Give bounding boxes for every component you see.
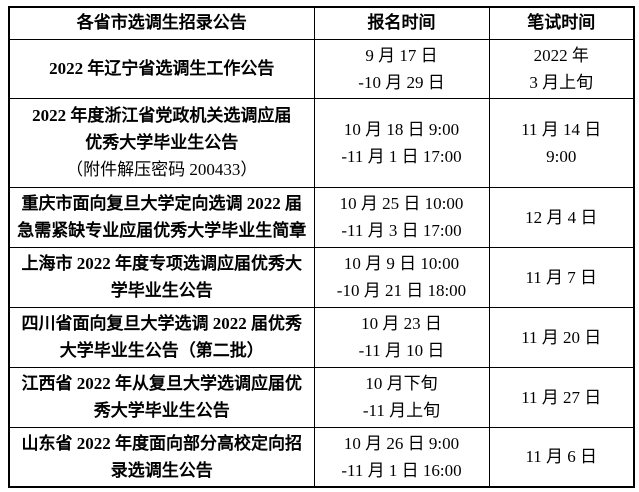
table-row: 重庆市面向复旦大学定向选调 2022 届急需紧缺专业应届优秀大学毕业生简章 10… (8, 186, 635, 248)
announcement-cell: 2022 年度浙江省党政机关选调应届 优秀大学毕业生公告 （附件解压密码 20043… (8, 97, 315, 188)
registration-line: 10 月下旬 (365, 374, 438, 393)
registration-cell: 10 月 9 日 10:00 -10 月 21 日 18:00 (313, 246, 490, 308)
announcement-line: 学毕业生公告 (110, 281, 213, 300)
table-row: 四川省面向复旦大学选调 2022 届优秀 大学毕业生公告（第二批） 10 月 23… (8, 306, 635, 368)
table-row: 江西省 2022 年从复旦大学选调应届优 秀大学毕业生公告 10 月下旬 -11 月… (8, 366, 635, 428)
exam-cell: 11 月 27 日 (488, 366, 635, 428)
announcement-line: 江西省 2022 年从复旦大学选调应届优 (21, 374, 303, 393)
registration-line: 10 月 23 日 (361, 314, 442, 333)
registration-cell: 10 月 26 日 9:00 -11 月 1 日 16:00 (313, 426, 490, 488)
header-cell-exam: 笔试时间 (488, 6, 635, 40)
registration-line: -10 月 21 日 18:00 (336, 281, 467, 300)
exam-line: 9:00 (546, 146, 577, 166)
exam-cell: 11 月 20 日 (488, 306, 635, 368)
announcement-line: 山东省 2022 年度面向部分高校定向招 (21, 433, 303, 453)
registration-line: -11 月 1 日 17:00 (341, 146, 462, 166)
exam-cell: 2022 年 3 月上旬 (488, 38, 635, 99)
announcement-line: 上海市 2022 年度专项选调应届优秀大 (21, 254, 303, 273)
attachment-note: （附件解压密码 200433） (66, 160, 258, 179)
announcement-cell: 江西省 2022 年从复旦大学选调应届优 秀大学毕业生公告 (8, 366, 315, 428)
exam-line: 12 月 4 日 (525, 207, 598, 227)
table-row: 山东省 2022 年度面向部分高校定向招 录选调生公告 10 月 26 日 9:0… (8, 426, 635, 488)
announcement-line: 急需紧缺专业应届优秀大学毕业生简章 (17, 221, 307, 240)
table-row: 2022 年辽宁省选调生工作公告 9 月 17 日 -10 月 29 日 2022… (8, 38, 635, 99)
registration-line: -11 月上旬 (362, 401, 441, 420)
announcement-line: 四川省面向复旦大学选调 2022 届优秀 (21, 314, 303, 333)
registration-cell: 10 月下旬 -11 月上旬 (313, 366, 490, 428)
header-cell-announcement: 各省市选调生招录公告 (8, 6, 315, 40)
exam-line: 11 月 14 日 (521, 119, 602, 139)
exam-line: 11 月 27 日 (521, 387, 602, 407)
registration-cell: 9 月 17 日 -10 月 29 日 (313, 38, 490, 99)
registration-line: -11 月 3 日 17:00 (341, 221, 462, 240)
registration-cell: 10 月 23 日 -11 月 10 日 (313, 306, 490, 368)
announcement-cell: 山东省 2022 年度面向部分高校定向招 录选调生公告 (8, 426, 315, 488)
announcement-cell: 四川省面向复旦大学选调 2022 届优秀 大学毕业生公告（第二批） (8, 306, 315, 368)
exam-line: 11 月 6 日 (525, 447, 598, 467)
announcement-line: 2022 年辽宁省选调生工作公告 (49, 59, 275, 78)
exam-cell: 12 月 4 日 (488, 186, 635, 248)
announcement-cell: 重庆市面向复旦大学定向选调 2022 届急需紧缺专业应届优秀大学毕业生简章 (8, 186, 315, 248)
exam-cell: 11 月 14 日 9:00 (488, 97, 635, 188)
registration-line: 10 月 18 日 9:00 (343, 119, 460, 139)
announcement-line: 秀大学毕业生公告 (93, 401, 230, 420)
registration-line: 10 月 25 日 10:00 (339, 194, 464, 213)
announcement-cell: 上海市 2022 年度专项选调应届优秀大 学毕业生公告 (8, 246, 315, 308)
exam-line: 3 月上旬 (529, 72, 594, 92)
table-row: 上海市 2022 年度专项选调应届优秀大 学毕业生公告 10 月 9 日 10:0… (8, 246, 635, 308)
registration-line: -11 月 1 日 16:00 (341, 460, 462, 480)
registration-line: -10 月 29 日 (358, 72, 445, 92)
header-cell-registration: 报名时间 (313, 6, 490, 40)
exam-cell: 11 月 6 日 (488, 426, 635, 488)
exam-line: 2022 年 (533, 45, 589, 65)
exam-cell: 11 月 7 日 (488, 246, 635, 308)
table-row: 2022 年度浙江省党政机关选调应届 优秀大学毕业生公告 （附件解压密码 20043… (8, 97, 635, 188)
announcement-line: 大学毕业生公告（第二批） (59, 341, 264, 360)
registration-cell: 10 月 18 日 9:00 -11 月 1 日 17:00 (313, 97, 490, 188)
announcement-cell: 2022 年辽宁省选调生工作公告 (8, 38, 315, 99)
registration-line: -11 月 10 日 (358, 341, 445, 360)
table-header-row: 各省市选调生招录公告 报名时间 笔试时间 (8, 6, 635, 40)
table-body: 2022 年辽宁省选调生工作公告 9 月 17 日 -10 月 29 日 2022… (8, 38, 635, 488)
exam-line: 11 月 20 日 (521, 327, 602, 347)
announcements-table: 各省市选调生招录公告 报名时间 笔试时间 2022 年辽宁省选调生工作公告 9 … (8, 6, 635, 488)
registration-line: 10 月 9 日 10:00 (343, 254, 460, 273)
announcement-line: 重庆市面向复旦大学定向选调 2022 届 (21, 194, 303, 213)
registration-line: 10 月 26 日 9:00 (343, 433, 460, 453)
exam-line: 11 月 7 日 (525, 267, 598, 287)
registration-line: 9 月 17 日 (365, 45, 438, 65)
announcement-line: 优秀大学毕业生公告 (85, 133, 239, 152)
announcement-line: 录选调生公告 (110, 460, 213, 480)
announcement-line: 2022 年度浙江省党政机关选调应届 (32, 106, 292, 125)
registration-cell: 10 月 25 日 10:00 -11 月 3 日 17:00 (313, 186, 490, 248)
